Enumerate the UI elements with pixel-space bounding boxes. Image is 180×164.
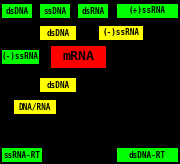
FancyBboxPatch shape <box>117 4 178 18</box>
FancyBboxPatch shape <box>40 4 70 18</box>
Text: DNA/RNA: DNA/RNA <box>19 102 51 112</box>
FancyBboxPatch shape <box>117 148 178 162</box>
FancyBboxPatch shape <box>99 26 143 40</box>
Text: dsDNA: dsDNA <box>5 7 29 16</box>
FancyBboxPatch shape <box>51 46 106 68</box>
FancyBboxPatch shape <box>2 50 39 64</box>
Text: dsDNA-RT: dsDNA-RT <box>129 151 166 160</box>
Text: ssDNA: ssDNA <box>43 7 67 16</box>
Text: dsDNA: dsDNA <box>46 29 69 38</box>
FancyBboxPatch shape <box>40 26 76 40</box>
FancyBboxPatch shape <box>40 78 76 92</box>
FancyBboxPatch shape <box>14 100 56 114</box>
Text: (+)ssRNA: (+)ssRNA <box>129 7 166 16</box>
FancyBboxPatch shape <box>2 4 32 18</box>
FancyBboxPatch shape <box>78 4 108 18</box>
Text: ssRNA-RT: ssRNA-RT <box>3 151 41 160</box>
Text: dsDNA: dsDNA <box>46 81 69 90</box>
Text: dsRNA: dsRNA <box>81 7 105 16</box>
Text: mRNA: mRNA <box>62 51 94 63</box>
Text: (-)ssRNA: (-)ssRNA <box>2 52 39 62</box>
Text: (-)ssRNA: (-)ssRNA <box>102 29 140 38</box>
FancyBboxPatch shape <box>2 148 42 162</box>
